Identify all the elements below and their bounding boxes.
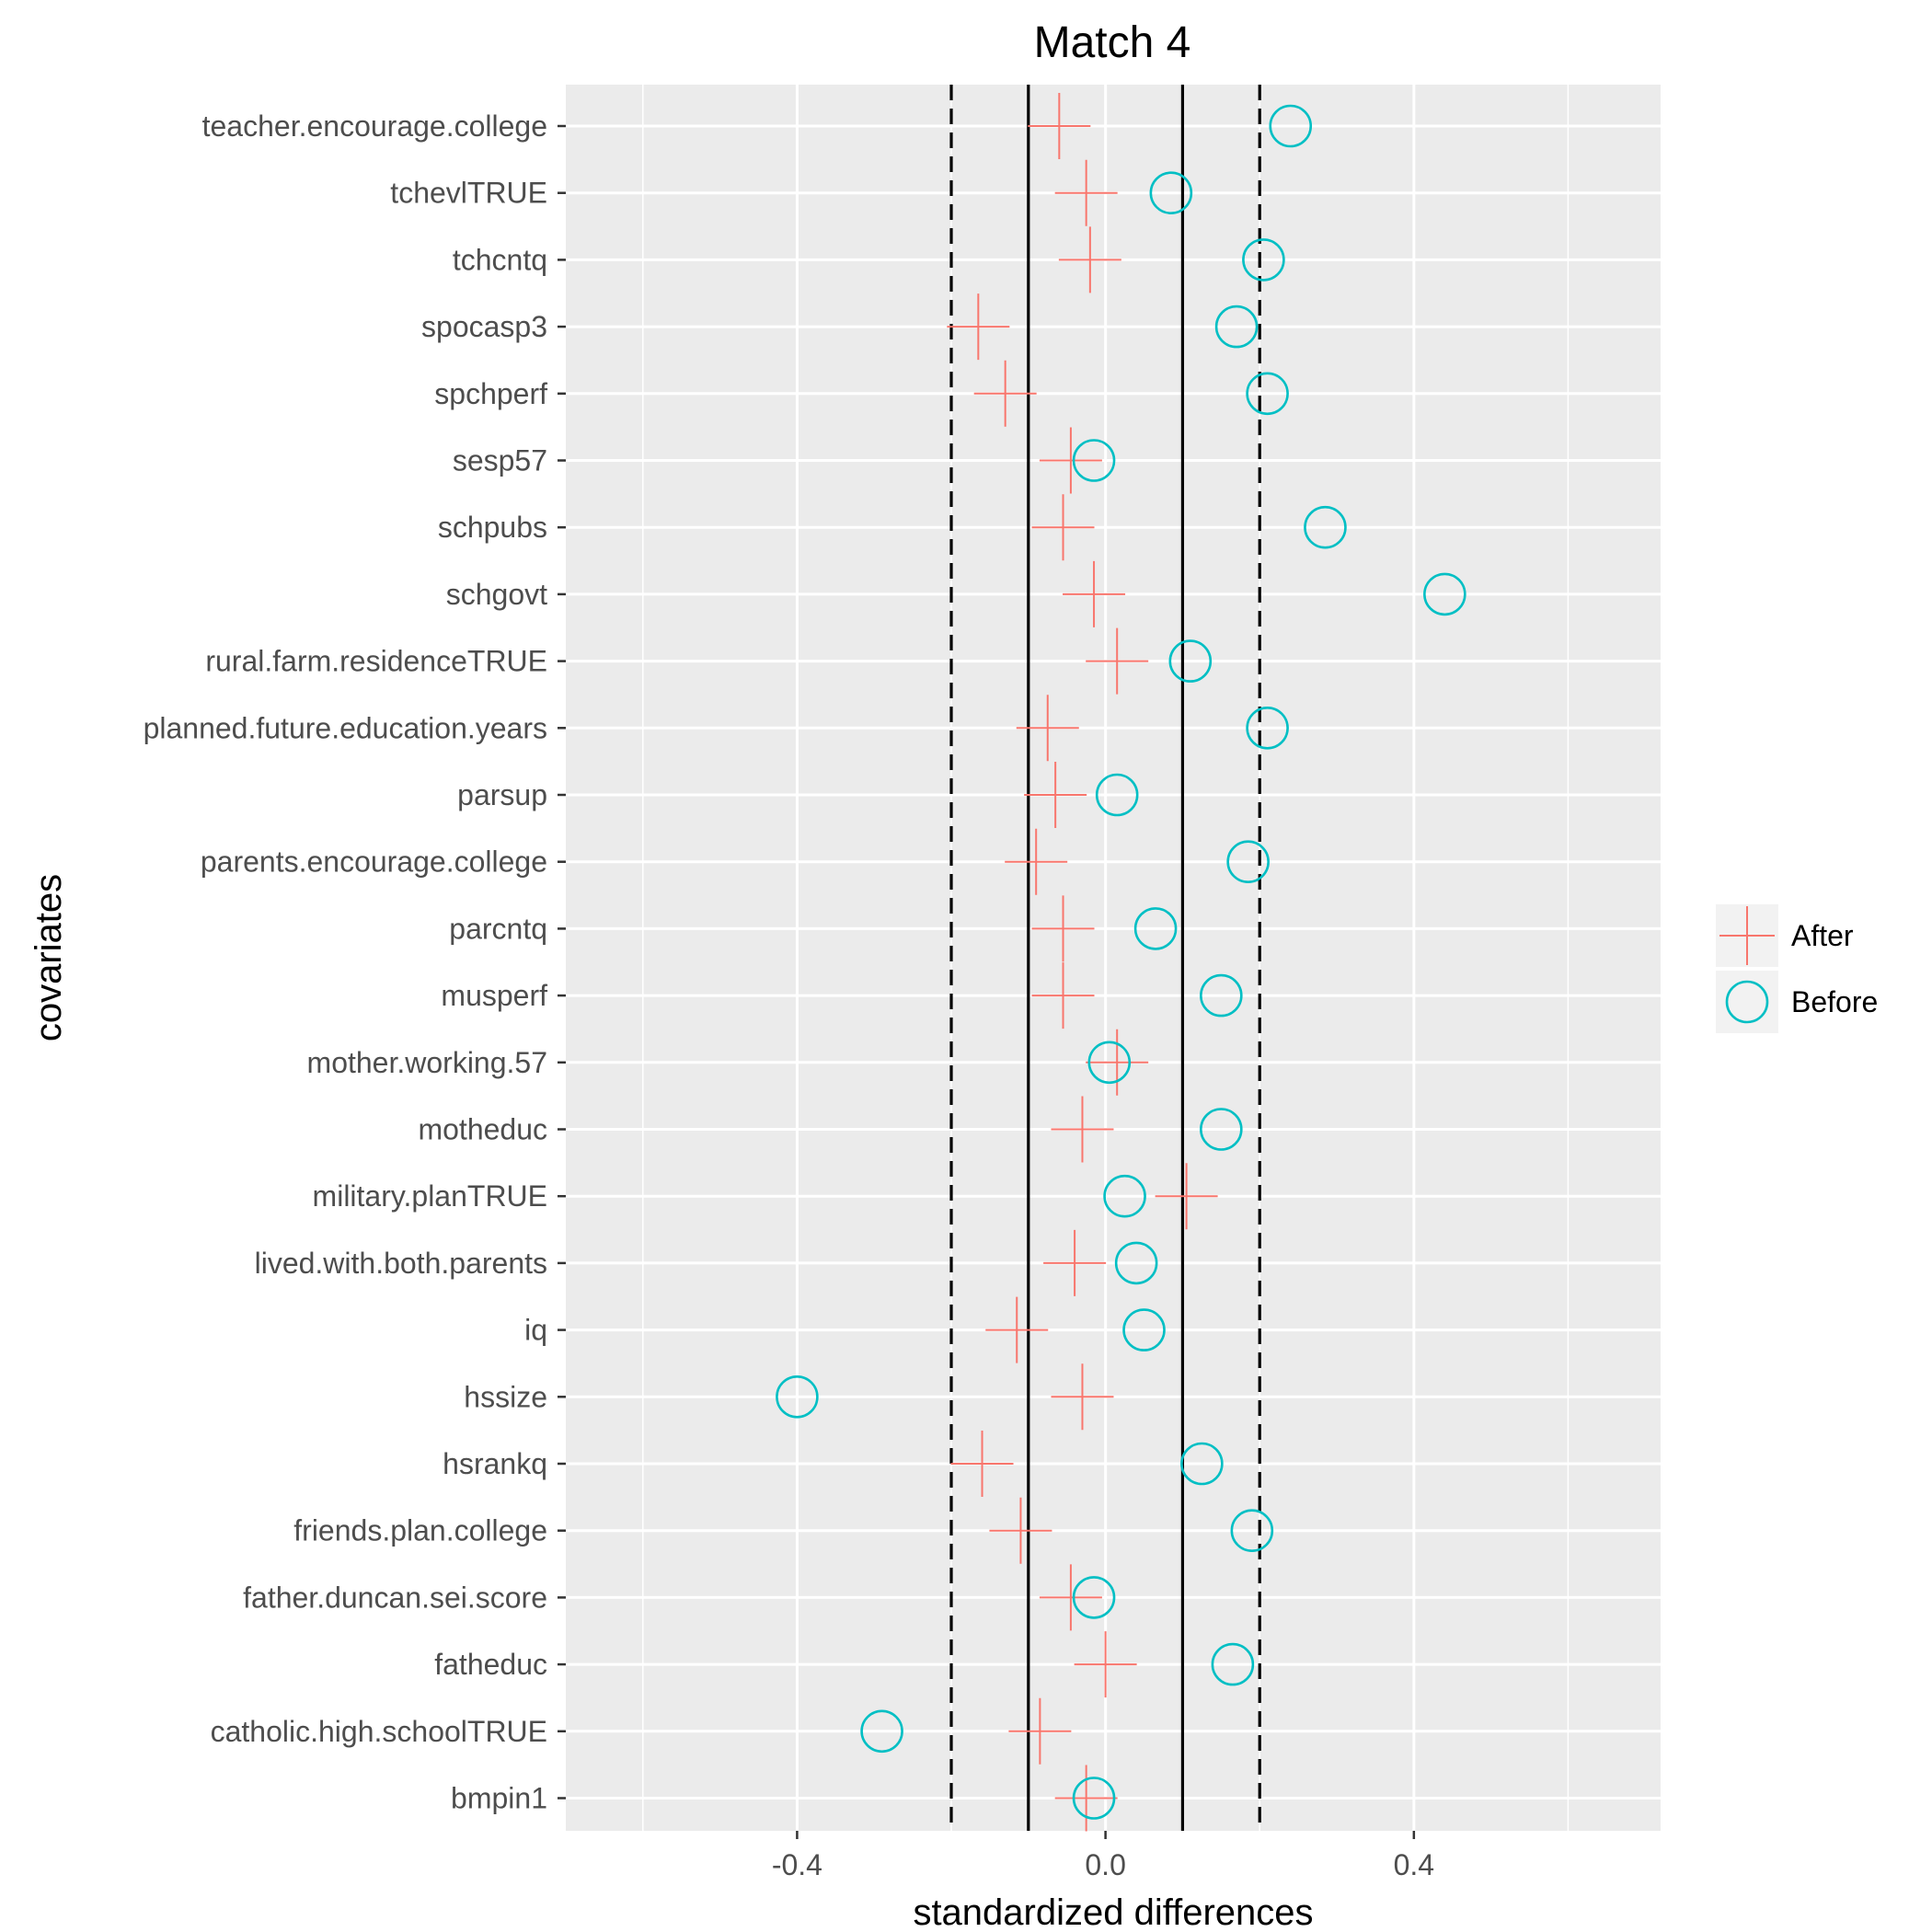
before-point xyxy=(1200,1108,1243,1151)
y-tick-label: rural.farm.residenceTRUE xyxy=(205,645,547,678)
after-point xyxy=(1058,226,1121,293)
y-tick-label: mother.working.57 xyxy=(307,1046,547,1079)
before-point xyxy=(1122,1308,1166,1351)
y-tick-label: musperf xyxy=(441,979,547,1012)
before-point xyxy=(1149,171,1193,214)
before-point xyxy=(1114,1241,1158,1285)
before-point xyxy=(1087,1041,1132,1085)
before-point xyxy=(1200,973,1243,1018)
legend-label-before: Before xyxy=(1791,985,1878,1018)
legend-label-after: After xyxy=(1791,919,1854,952)
before-point xyxy=(1269,104,1313,148)
before-point xyxy=(1180,1442,1224,1486)
before-point xyxy=(1072,1777,1116,1820)
before-point xyxy=(1095,773,1139,817)
x-axis-title: standardized differences xyxy=(913,1892,1313,1932)
after-point xyxy=(1016,695,1079,762)
y-tick-label: planned.future.education.years xyxy=(144,711,547,744)
before-point xyxy=(1246,706,1289,750)
before-point xyxy=(1211,1642,1255,1686)
after-point xyxy=(1054,159,1118,226)
y-tick-label: military.planTRUE xyxy=(313,1179,547,1213)
after-point xyxy=(985,1296,1049,1363)
y-tick-label: parents.encourage.college xyxy=(201,845,547,879)
after-point xyxy=(1043,1229,1107,1296)
y-tick-label: spocasp3 xyxy=(421,310,547,343)
after-point xyxy=(1039,1564,1102,1631)
y-tick-label: schpubs xyxy=(438,511,547,544)
after-series xyxy=(947,93,1218,1832)
after-point xyxy=(989,1497,1052,1564)
before-point xyxy=(1226,840,1270,884)
after-point xyxy=(1051,1363,1114,1431)
x-tick-label: 0.4 xyxy=(1394,1848,1434,1881)
after-point xyxy=(1008,1697,1072,1765)
y-tick-label: tchevlTRUE xyxy=(390,177,547,210)
y-tick-label: parsup xyxy=(457,778,547,811)
after-point xyxy=(1051,1096,1114,1163)
y-tick-label: hssize xyxy=(464,1380,547,1413)
before-point xyxy=(776,1375,819,1419)
before-point xyxy=(1133,907,1178,950)
before-point xyxy=(1214,305,1259,349)
after-point xyxy=(1063,560,1126,627)
y-tick-label: iq xyxy=(524,1314,547,1347)
legend: After Before xyxy=(1716,904,1878,1033)
y-tick-label: fatheduc xyxy=(434,1648,547,1681)
y-tick-label: father.duncan.sei.score xyxy=(243,1581,547,1614)
after-point xyxy=(1155,1163,1218,1230)
y-tick-label: tchcntq xyxy=(453,243,547,276)
after-point xyxy=(1024,762,1087,828)
legend-before-circle xyxy=(1725,980,1769,1024)
x-tick-label: -0.4 xyxy=(772,1848,822,1881)
after-point xyxy=(1028,93,1091,159)
after-point xyxy=(1086,627,1149,695)
legend-item-after: After xyxy=(1716,904,1854,967)
after-point xyxy=(1074,1631,1137,1698)
y-axis-title: covariates xyxy=(29,874,69,1041)
y-tick-label: parcntq xyxy=(449,912,547,945)
before-point xyxy=(1072,439,1116,482)
before-point xyxy=(1072,1576,1116,1619)
after-point xyxy=(1054,1765,1118,1832)
x-axis-ticks: -0.4 0.0 0.4 xyxy=(772,1831,1434,1881)
after-point xyxy=(950,1431,1014,1497)
before-series xyxy=(776,104,1466,1820)
after-point xyxy=(1086,1029,1149,1096)
after-point xyxy=(1005,828,1068,895)
before-point xyxy=(1230,1509,1274,1552)
before-point xyxy=(1168,639,1213,683)
y-tick-label: spchperf xyxy=(434,377,547,410)
x-tick-label: 0.0 xyxy=(1085,1848,1125,1881)
y-tick-label: friends.plan.college xyxy=(293,1514,547,1547)
before-point xyxy=(1246,372,1289,416)
y-tick-label: bmpin1 xyxy=(451,1782,547,1815)
y-tick-label: catholic.high.schoolTRUE xyxy=(211,1715,547,1748)
before-point xyxy=(860,1709,903,1754)
y-tick-label: sesp57 xyxy=(453,444,547,477)
plot-panel xyxy=(566,85,1661,1831)
y-tick-label: lived.with.both.parents xyxy=(255,1247,547,1280)
after-point xyxy=(1031,962,1095,1029)
legend-key-before xyxy=(1716,971,1778,1033)
y-tick-label: schgovt xyxy=(446,578,547,611)
y-tick-label: teacher.encourage.college xyxy=(202,109,547,143)
before-point xyxy=(1304,505,1347,549)
after-point xyxy=(1031,895,1095,962)
y-tick-label: motheduc xyxy=(418,1113,547,1146)
after-point xyxy=(947,293,1010,361)
before-point xyxy=(1423,572,1466,616)
after-point xyxy=(1039,427,1102,494)
after-point xyxy=(1031,494,1095,561)
before-point xyxy=(1242,238,1285,282)
y-tick-label: hsrankq xyxy=(443,1447,547,1480)
chart-title: Match 4 xyxy=(1034,18,1191,67)
after-point xyxy=(973,360,1037,427)
legend-item-before: Before xyxy=(1716,971,1878,1033)
y-axis-ticks: teacher.encourage.college tchevlTRUE tchcn… xyxy=(144,109,566,1815)
before-point xyxy=(1103,1174,1146,1218)
